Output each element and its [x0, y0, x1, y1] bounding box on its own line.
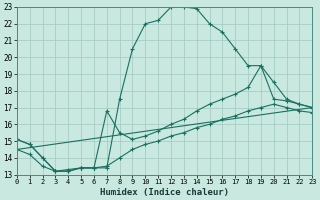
X-axis label: Humidex (Indice chaleur): Humidex (Indice chaleur) — [100, 188, 229, 197]
